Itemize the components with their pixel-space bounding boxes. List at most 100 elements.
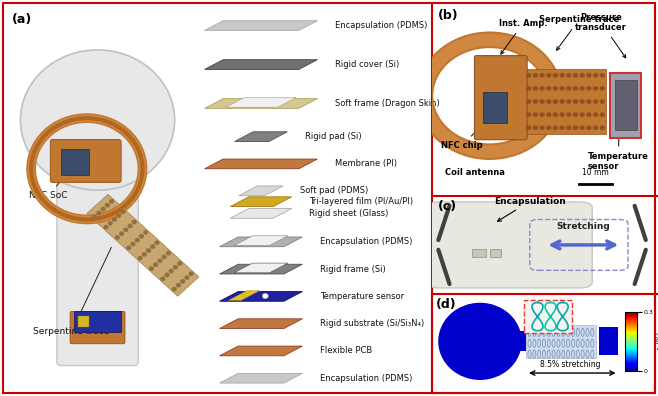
Circle shape — [128, 224, 133, 228]
Circle shape — [172, 287, 177, 291]
Text: Encapsulation (PDMS): Encapsulation (PDMS) — [334, 21, 427, 30]
Circle shape — [120, 209, 126, 214]
Polygon shape — [220, 291, 303, 301]
Polygon shape — [230, 209, 291, 218]
Circle shape — [546, 126, 551, 130]
Circle shape — [177, 261, 182, 266]
Circle shape — [540, 99, 545, 104]
Circle shape — [580, 112, 585, 117]
Circle shape — [533, 86, 538, 91]
Text: Serpentine trace: Serpentine trace — [539, 15, 619, 50]
Text: 10 mm: 10 mm — [582, 168, 609, 177]
Bar — [78, 316, 89, 327]
Circle shape — [593, 126, 598, 130]
Circle shape — [559, 126, 565, 130]
Circle shape — [162, 255, 166, 259]
Circle shape — [138, 256, 143, 261]
Circle shape — [593, 99, 598, 104]
Circle shape — [96, 211, 101, 215]
Circle shape — [92, 215, 97, 219]
Circle shape — [586, 99, 592, 104]
Circle shape — [599, 86, 605, 91]
Bar — [599, 327, 619, 355]
FancyBboxPatch shape — [57, 151, 138, 366]
Circle shape — [586, 126, 592, 130]
Polygon shape — [220, 373, 303, 383]
Text: (b): (b) — [438, 9, 459, 22]
Text: Temperature
sensor: Temperature sensor — [588, 134, 649, 171]
Polygon shape — [226, 97, 296, 107]
Circle shape — [586, 112, 592, 117]
Circle shape — [546, 99, 551, 104]
Circle shape — [526, 86, 532, 91]
Polygon shape — [235, 132, 288, 141]
Circle shape — [176, 283, 181, 287]
Circle shape — [540, 126, 545, 130]
Bar — [490, 249, 501, 257]
Polygon shape — [220, 237, 303, 247]
Circle shape — [164, 272, 170, 277]
Circle shape — [586, 73, 592, 78]
Circle shape — [149, 266, 154, 271]
Circle shape — [553, 112, 558, 117]
Circle shape — [526, 126, 532, 130]
Circle shape — [540, 86, 545, 91]
Circle shape — [146, 248, 151, 253]
Circle shape — [109, 199, 114, 204]
Bar — [74, 311, 121, 332]
Circle shape — [593, 73, 598, 78]
Circle shape — [586, 86, 592, 91]
Bar — [61, 149, 89, 175]
Circle shape — [546, 112, 551, 117]
Text: (d): (d) — [436, 298, 457, 311]
Text: Soft frame (Dragon Skin): Soft frame (Dragon Skin) — [334, 99, 440, 108]
Text: Encapsulation (PDMS): Encapsulation (PDMS) — [320, 374, 412, 383]
Circle shape — [112, 217, 117, 222]
FancyBboxPatch shape — [474, 55, 527, 140]
Text: Rigid frame (Si): Rigid frame (Si) — [320, 265, 386, 274]
Text: (c): (c) — [438, 200, 457, 213]
Circle shape — [533, 126, 538, 130]
Circle shape — [573, 126, 578, 130]
Circle shape — [108, 221, 113, 226]
Circle shape — [123, 227, 128, 232]
Bar — [525, 69, 605, 134]
Polygon shape — [205, 159, 317, 169]
Text: Coil antenna: Coil antenna — [445, 168, 505, 177]
Circle shape — [573, 86, 578, 91]
Circle shape — [540, 112, 545, 117]
Text: Rigid substrate (Si/Si₃N₄): Rigid substrate (Si/Si₃N₄) — [320, 319, 424, 328]
Circle shape — [573, 73, 578, 78]
Circle shape — [105, 203, 110, 208]
Polygon shape — [220, 264, 303, 274]
Bar — [517, 331, 526, 351]
Circle shape — [553, 86, 558, 91]
FancyBboxPatch shape — [427, 202, 592, 288]
Circle shape — [141, 252, 147, 257]
FancyBboxPatch shape — [70, 311, 125, 344]
Circle shape — [173, 265, 178, 270]
Text: (a): (a) — [12, 13, 32, 26]
Circle shape — [593, 86, 598, 91]
Polygon shape — [205, 21, 317, 30]
Circle shape — [573, 99, 578, 104]
Text: Tri-layered film (PI/Au/PI): Tri-layered film (PI/Au/PI) — [309, 197, 413, 206]
Polygon shape — [220, 319, 303, 329]
Polygon shape — [87, 194, 199, 296]
Circle shape — [566, 73, 572, 78]
Text: Encapsulation (PDMS): Encapsulation (PDMS) — [320, 237, 412, 246]
Text: Soft pad (PDMS): Soft pad (PDMS) — [300, 186, 368, 195]
Circle shape — [566, 126, 572, 130]
Circle shape — [119, 231, 124, 236]
Circle shape — [580, 126, 585, 130]
Circle shape — [189, 271, 193, 276]
Circle shape — [126, 246, 131, 250]
Bar — [615, 80, 637, 130]
Circle shape — [155, 240, 160, 245]
Bar — [432, 294, 655, 393]
Bar — [472, 249, 486, 257]
Circle shape — [526, 99, 532, 104]
Bar — [526, 325, 596, 358]
Circle shape — [180, 279, 185, 284]
Text: Rigid sheet (Glass): Rigid sheet (Glass) — [309, 209, 388, 218]
